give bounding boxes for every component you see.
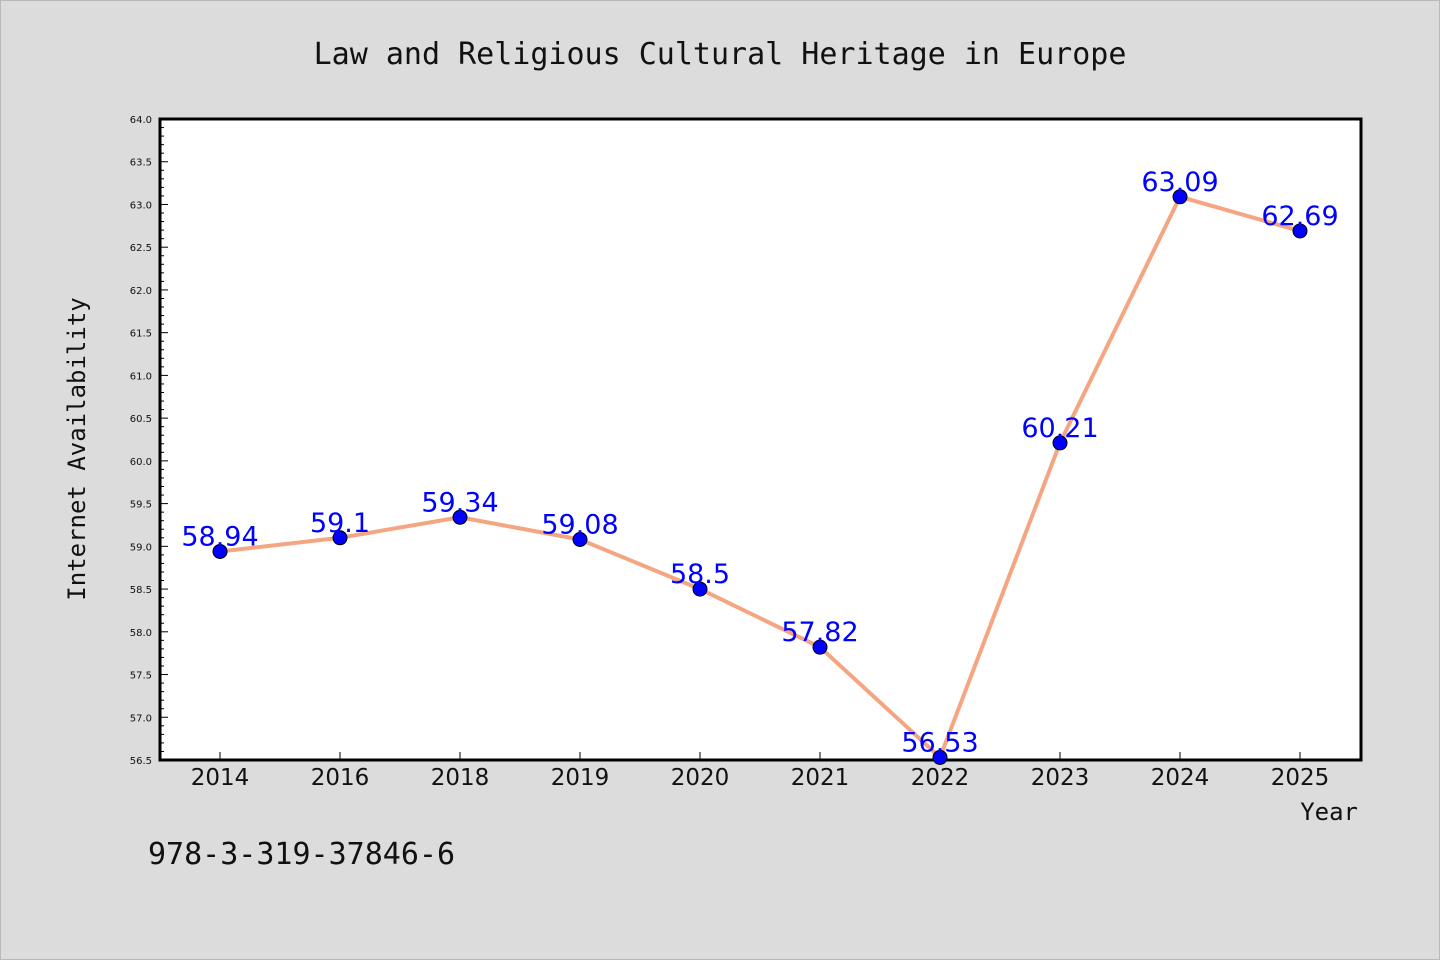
y-tick-label: 60.5 — [130, 414, 152, 425]
data-point — [692, 581, 708, 597]
data-label: 56.53 — [901, 727, 978, 758]
data-point — [812, 639, 828, 655]
y-tick-label: 63.0 — [130, 200, 152, 211]
y-tick-label: 61.0 — [130, 371, 152, 382]
data-point — [1052, 435, 1068, 451]
y-tick-label: 60.0 — [130, 457, 152, 468]
data-point — [572, 531, 588, 547]
y-tick-label: 63.5 — [130, 158, 152, 169]
data-label: 58.94 — [181, 521, 258, 552]
series-line — [219, 194, 1301, 760]
y-tick-label: 57.0 — [130, 713, 152, 724]
x-axis: 2014 2016 2018 2019 2020 2021 2022 2023 2024 2025 — [191, 752, 1330, 791]
y-tick-label: 62.0 — [130, 286, 152, 297]
data-point — [332, 530, 348, 546]
data-label: 59.08 — [541, 509, 618, 540]
x-tick-label: 2025 — [1271, 765, 1330, 791]
series-group: 58.94 59.1 59.34 59.08 58.5 57.82 56.53 60.21 63… — [181, 167, 1339, 765]
y-tick-label: 57.5 — [130, 671, 152, 682]
y-tick-label: 59.5 — [130, 500, 152, 511]
data-label: 57.82 — [781, 617, 858, 648]
data-label: 62.69 — [1261, 201, 1338, 232]
data-label: 63.09 — [1141, 167, 1218, 198]
x-tick-label: 2022 — [911, 765, 970, 791]
y-tick-label: 56.5 — [130, 756, 152, 767]
data-point — [1172, 189, 1188, 205]
data-point — [932, 749, 948, 765]
y-tick-label: 59.0 — [130, 542, 152, 553]
x-tick-label: 2016 — [311, 765, 370, 791]
x-tick-label: 2024 — [1151, 765, 1210, 791]
x-tick-label: 2019 — [551, 765, 610, 791]
data-point — [212, 543, 228, 559]
x-tick-label: 2020 — [671, 765, 730, 791]
data-label: 59.34 — [421, 487, 498, 518]
data-point — [452, 509, 468, 525]
x-tick-label: 2023 — [1031, 765, 1090, 791]
y-axis: 56.5 57.0 57.5 58.0 58.5 59.0 59.5 60.0 60.5 61.0… — [130, 115, 168, 767]
x-tick-label: 2018 — [431, 765, 490, 791]
data-label: 60.21 — [1021, 413, 1098, 444]
data-point — [1292, 223, 1308, 239]
x-tick-label: 2014 — [191, 765, 250, 791]
data-label: 58.5 — [670, 559, 730, 590]
x-tick-label: 2021 — [791, 765, 850, 791]
y-tick-label: 64.0 — [130, 115, 152, 126]
plot-area — [158, 117, 1363, 762]
chart-title: Law and Religious Cultural Heritage in E… — [314, 37, 1127, 72]
y-tick-label: 62.5 — [130, 243, 152, 254]
data-label: 59.1 — [310, 508, 370, 539]
y-tick-label: 58.0 — [130, 628, 152, 639]
y-tick-label: 61.5 — [130, 329, 152, 340]
isbn-footnote: 978-3-319-37846-6 — [148, 837, 455, 872]
y-axis-label: Internet Availability — [63, 297, 91, 600]
y-tick-label: 58.5 — [130, 585, 152, 596]
x-axis-label: Year — [1300, 798, 1358, 826]
